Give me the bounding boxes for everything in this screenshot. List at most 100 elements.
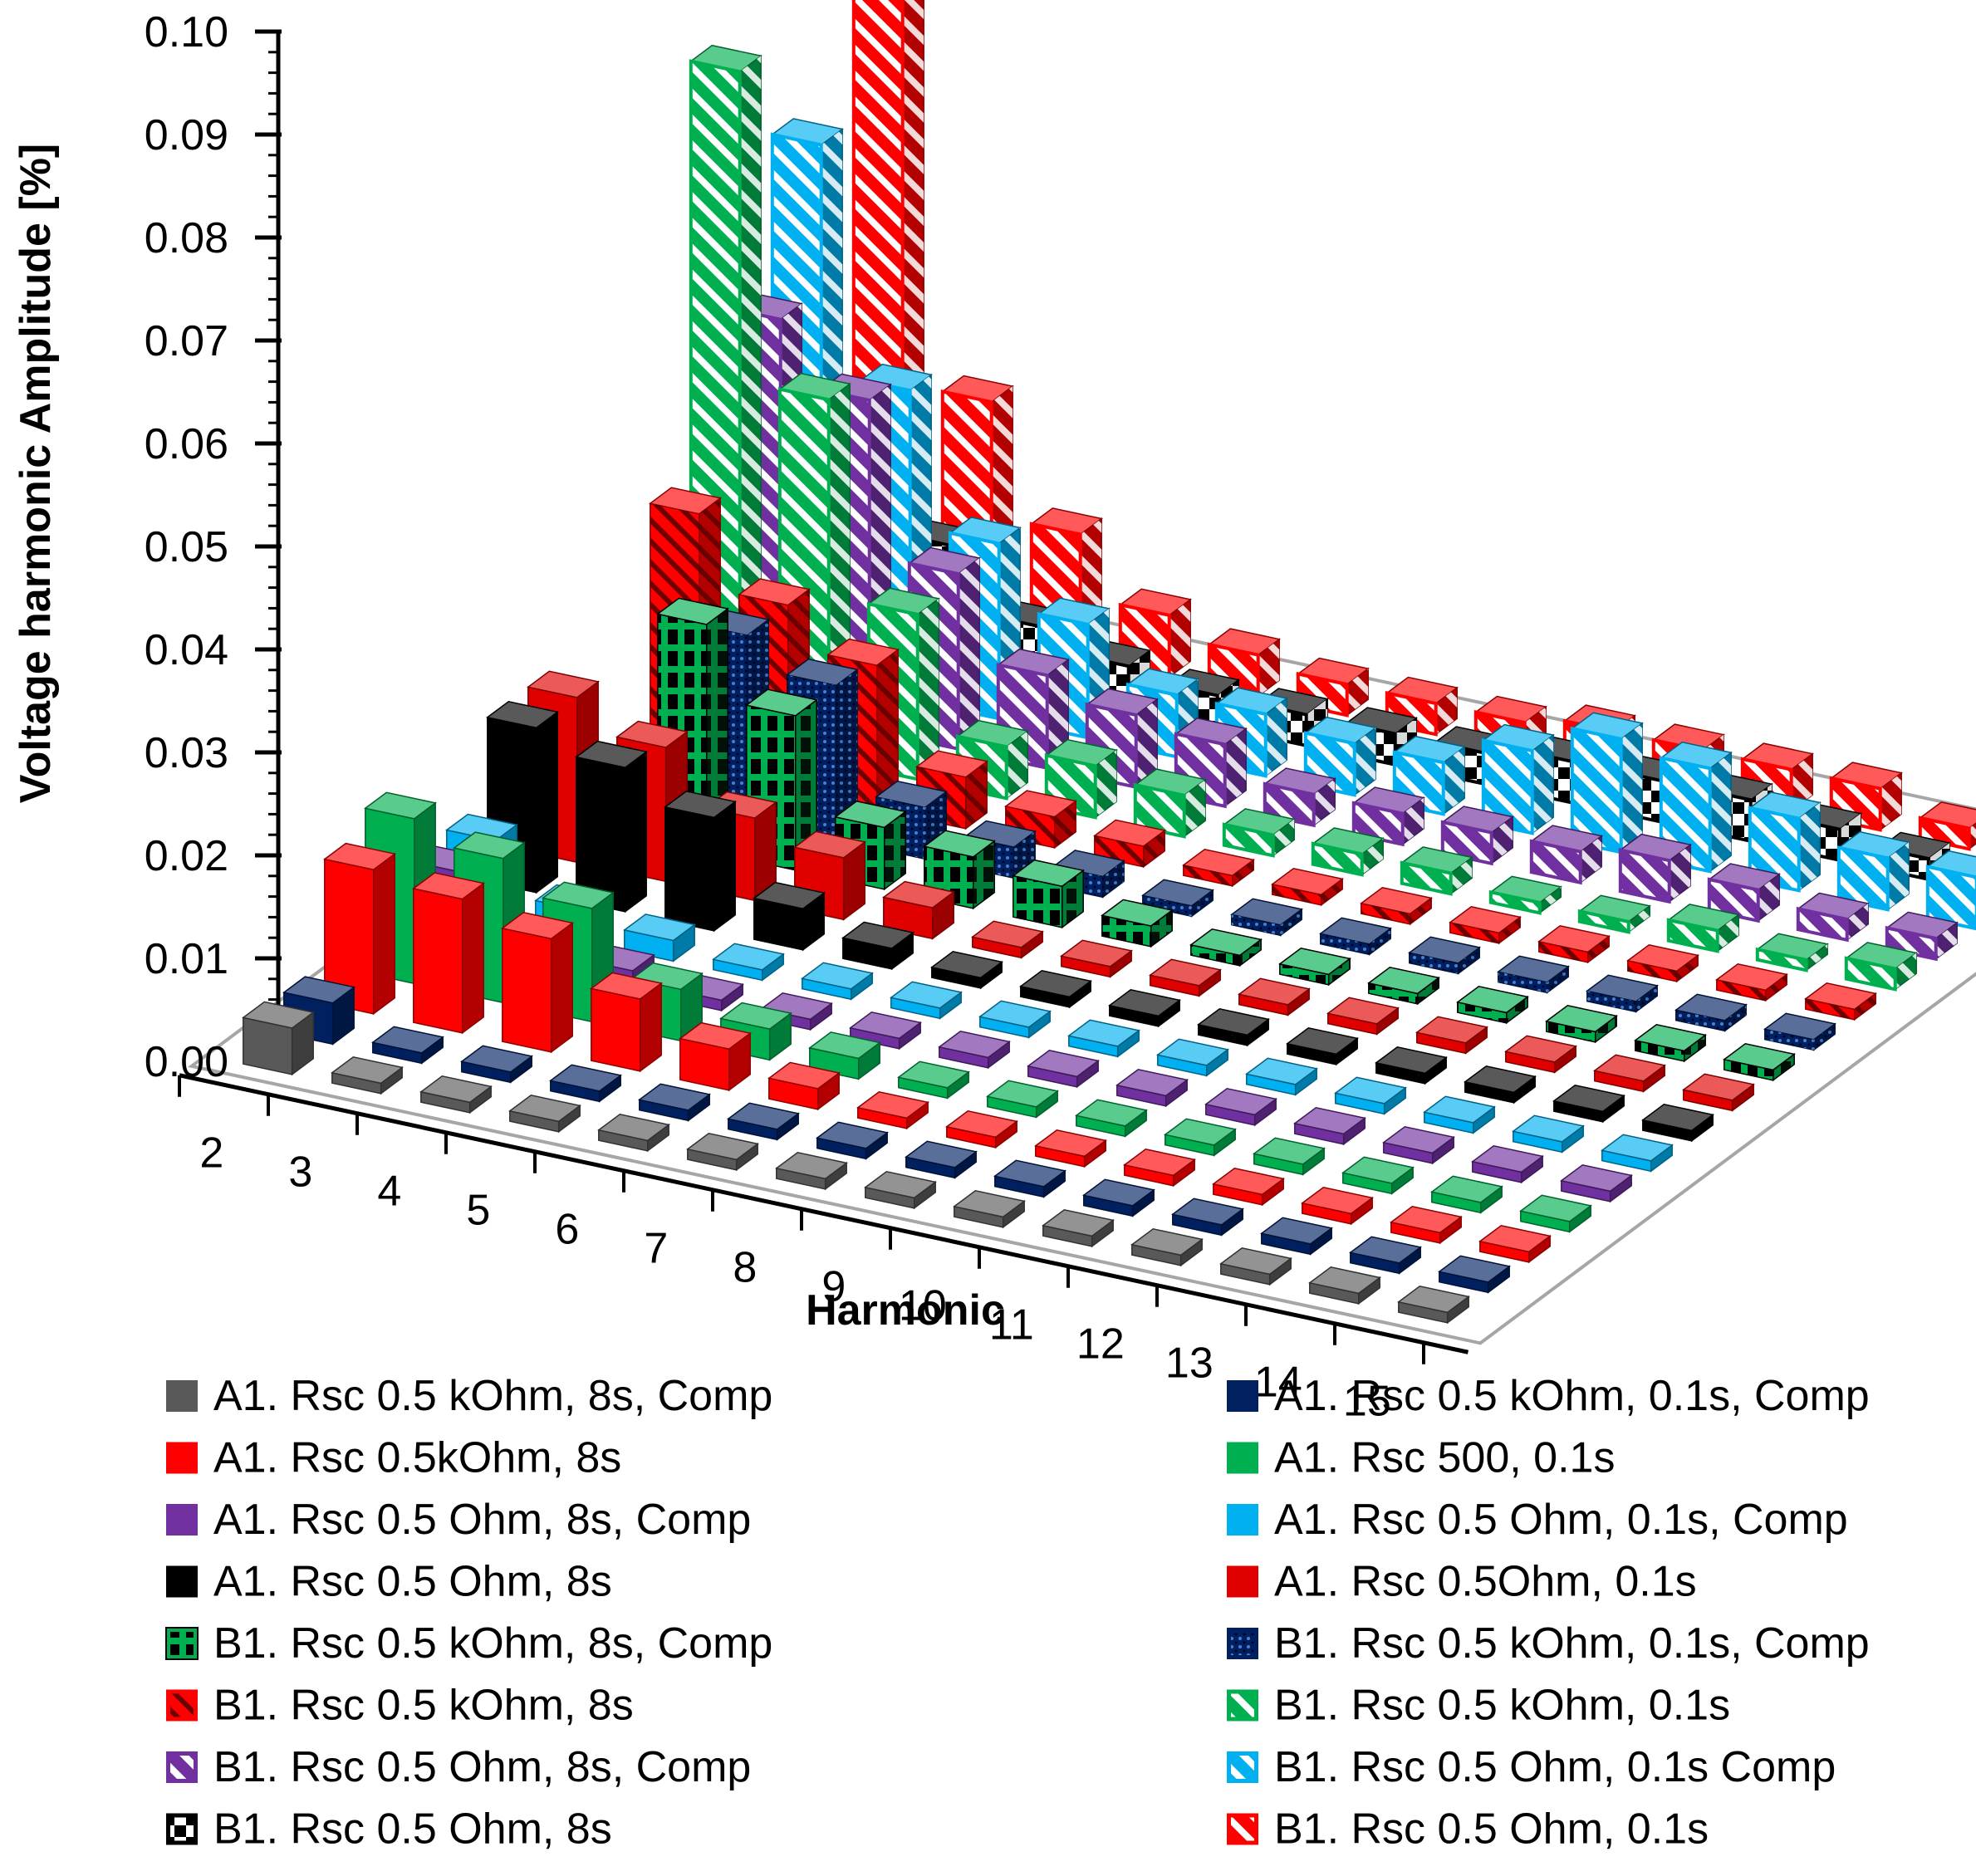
bar — [1375, 1046, 1448, 1085]
x-tick-label: 11 — [989, 1300, 1034, 1349]
y-tick-label: 0.01 — [145, 935, 228, 983]
y-tick-label: 0.06 — [145, 420, 228, 468]
legend-item: A1. Rsc 0.5 kOhm, 8s, Comp — [166, 1372, 772, 1420]
bar — [1497, 955, 1570, 994]
bar — [1560, 1163, 1633, 1203]
bar — [897, 1060, 970, 1100]
bar — [1390, 1205, 1463, 1245]
bar — [623, 914, 696, 962]
bar — [1360, 886, 1433, 926]
legend-label: B1. Rsc 0.5 Ohm, 8s — [213, 1805, 612, 1854]
bar — [1108, 988, 1181, 1028]
legend-swatch — [166, 1380, 198, 1412]
legend-swatch — [166, 1442, 198, 1474]
bar — [1133, 768, 1207, 839]
bar — [1545, 1004, 1618, 1044]
bar — [371, 1026, 444, 1065]
bar — [664, 790, 737, 933]
legend-label: A1. Rsc 0.5kOhm, 8s — [213, 1434, 621, 1482]
legend-swatch — [1227, 1565, 1258, 1598]
legend-item: B1. Rsc 0.5 kOhm, 8s, Comp — [165, 1619, 772, 1668]
bar — [323, 842, 396, 1016]
bar — [1430, 1175, 1503, 1214]
bar — [986, 1080, 1059, 1119]
bar — [1141, 879, 1214, 918]
bar — [1382, 1125, 1455, 1165]
bar — [753, 881, 826, 952]
legend-label: A1. Rsc 0.5 Ohm, 8s, Comp — [213, 1496, 751, 1544]
x-tick-label: 5 — [466, 1186, 490, 1234]
y-tick-label: 0.02 — [145, 832, 228, 880]
bar — [638, 1083, 711, 1122]
bar — [1423, 1095, 1496, 1134]
bar — [1301, 1186, 1374, 1226]
x-tick-label: 10 — [899, 1281, 947, 1330]
legend-swatch — [1227, 1380, 1258, 1412]
bar — [1723, 1042, 1796, 1082]
bar — [1634, 1023, 1707, 1063]
y-tick-label: 0.08 — [145, 214, 228, 262]
bar — [1449, 905, 1522, 945]
x-tick-label: 13 — [1165, 1339, 1214, 1387]
x-tick-label: 7 — [644, 1224, 668, 1272]
bar — [727, 1102, 800, 1141]
bar — [1012, 859, 1085, 929]
bar — [1293, 1106, 1366, 1146]
bar — [993, 1159, 1066, 1198]
bar — [1537, 924, 1611, 964]
bar — [1570, 712, 1644, 855]
legend-item: B1. Rsc 0.5 kOhm, 8s — [166, 1682, 634, 1730]
bar — [1319, 917, 1392, 956]
bar — [1034, 1129, 1107, 1168]
x-tick-label: 9 — [821, 1262, 846, 1310]
legend-item: A1. Rsc 0.5kOhm, 8s — [166, 1434, 621, 1482]
bar — [978, 1000, 1052, 1039]
bar — [1836, 830, 1910, 912]
bar — [1238, 977, 1311, 1016]
bar — [775, 1151, 848, 1191]
bar — [856, 1090, 929, 1130]
legend-item: B1. Rsc 0.5 Ohm, 8s, Comp — [166, 1743, 751, 1791]
bar — [864, 1170, 937, 1210]
bar — [1844, 942, 1918, 992]
bar — [1130, 1227, 1204, 1267]
legend-label: B1. Rsc 0.5 kOhm, 0.1s, Comp — [1274, 1619, 1870, 1668]
bar — [1666, 904, 1740, 953]
legend-item: B1. Rsc 0.5 Ohm, 0.1s Comp — [1227, 1743, 1836, 1791]
bar — [1488, 875, 1562, 915]
bar — [1245, 1057, 1318, 1096]
axis-labels: 0.00 0.01 0.02 0.03 0.04 0.05 0.06 0.07 0.08 0.09… — [145, 8, 1391, 1425]
legend-label: B1. Rsc 0.5 kOhm, 8s — [213, 1682, 634, 1730]
bar — [1682, 1073, 1755, 1112]
legend-item: B1. Rsc 0.5 kOhm, 0.1s — [1227, 1682, 1730, 1730]
bar — [1408, 936, 1481, 975]
x-axis-line — [179, 1073, 1469, 1354]
bar — [945, 1109, 1018, 1149]
bar — [712, 943, 785, 982]
bar — [412, 872, 485, 1035]
y-tick-label: 0.10 — [145, 8, 228, 56]
bar — [1115, 1068, 1189, 1108]
bar — [1397, 1285, 1470, 1325]
bar — [1715, 962, 1788, 1002]
bar — [1367, 966, 1440, 1006]
bar — [1512, 1114, 1585, 1154]
bar — [686, 1132, 759, 1172]
bar — [1075, 1099, 1148, 1138]
bar — [1504, 1035, 1577, 1074]
bar — [460, 1045, 533, 1084]
y-tick-label: 0.04 — [145, 626, 228, 674]
bar — [549, 1064, 622, 1103]
bar — [1296, 657, 1370, 718]
x-tick-label: 12 — [1076, 1320, 1125, 1368]
bar — [1204, 1087, 1277, 1127]
bar — [841, 921, 914, 971]
bar — [1101, 899, 1174, 948]
bar — [331, 1056, 404, 1095]
bar — [1385, 676, 1459, 737]
bar — [1438, 1255, 1511, 1294]
legend-swatch — [1227, 1442, 1258, 1474]
bar — [938, 1030, 1011, 1070]
bar — [1334, 1076, 1407, 1115]
y-tick-label: 0.00 — [145, 1038, 228, 1086]
